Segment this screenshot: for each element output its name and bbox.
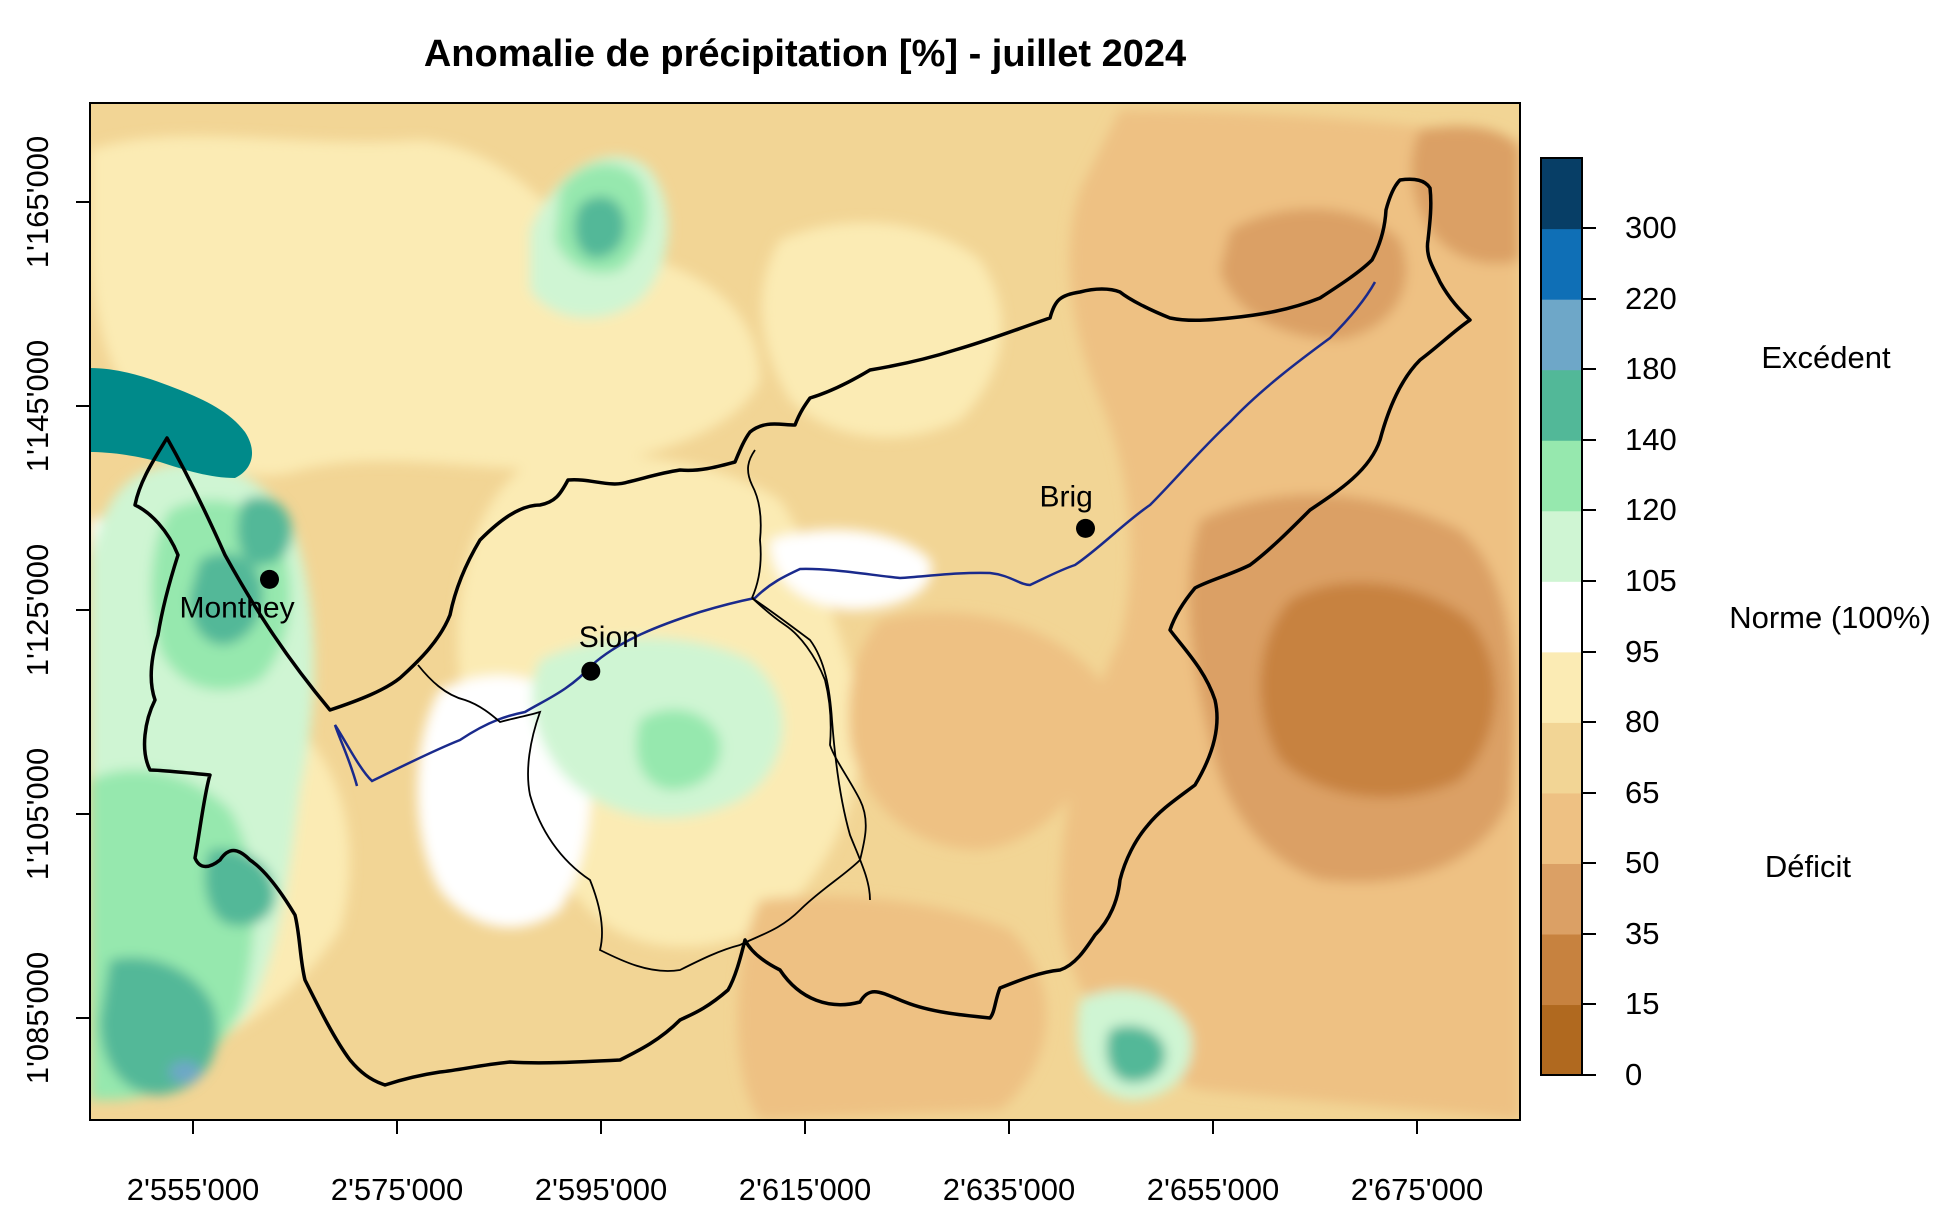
anomaly-field [90, 103, 1520, 1120]
y-axis [76, 201, 91, 1019]
y-tick-label: 1'165'000 [20, 136, 55, 269]
field-teal-south [1106, 1025, 1166, 1083]
city-label: Sion [579, 621, 639, 654]
field-white-river [770, 529, 932, 610]
colorbar-frame [1540, 157, 1583, 1076]
y-tick-labels: 1'085'000 1'105'000 1'125'000 1'145'000 … [20, 136, 55, 1085]
field-light-yellow-west [90, 136, 760, 476]
legend-deficit: Déficit [1765, 849, 1852, 884]
colorbar-label: 35 [1625, 916, 1659, 951]
colorbar-label: 300 [1625, 210, 1677, 245]
colorbar-swatch [1541, 651, 1582, 723]
field-brown-ne-corner [1411, 126, 1520, 264]
district-line-3 [751, 597, 871, 901]
rhone-river [333, 281, 1377, 787]
valais-border [133, 177, 1472, 1087]
colorbar: 0 15 35 50 65 80 95 105 120 140 180 220 … [1540, 157, 1677, 1092]
lake-geneva [90, 368, 253, 478]
city-sion: Sion [579, 621, 639, 681]
x-tick-label: 2'615'000 [739, 1172, 872, 1207]
x-tick-label: 2'595'000 [535, 1172, 668, 1207]
x-tick-label: 2'575'000 [331, 1172, 464, 1207]
city-marker [260, 569, 279, 589]
field-teal-monthey-north [237, 496, 292, 566]
colorbar-swatches [1541, 158, 1582, 1076]
x-tick-labels: 2'555'000 2'575'000 2'595'000 2'615'000 … [127, 1172, 1484, 1207]
colorbar-swatch [1541, 722, 1582, 794]
colorbar-swatch [1541, 581, 1582, 653]
colorbar-swatch [1541, 792, 1582, 864]
district-boundaries [417, 449, 871, 972]
colorbar-label: 220 [1625, 281, 1677, 316]
field-green-center [636, 709, 721, 790]
colorbar-swatch [1541, 228, 1582, 300]
y-tick-label: 1'085'000 [20, 952, 55, 1085]
district-line-2 [747, 449, 762, 599]
city-monthey: Monthey [180, 569, 295, 624]
colorbar-swatch [1541, 933, 1582, 1006]
city-brig: Brig [1040, 480, 1095, 538]
colorbar-label: 15 [1625, 986, 1659, 1021]
colorbar-swatch [1541, 510, 1582, 582]
field-brown-northeast [1220, 208, 1407, 340]
cities: Monthey Sion Brig [180, 480, 1095, 681]
colorbar-swatch [1541, 1004, 1582, 1076]
district-line-1 [417, 597, 867, 972]
colorbar-swatch [1541, 369, 1582, 441]
colorbar-label: 120 [1625, 492, 1677, 527]
city-marker [1076, 518, 1095, 538]
city-marker [581, 661, 601, 681]
legend-norm: Norme (100%) [1729, 600, 1931, 635]
colorbar-label: 0 [1625, 1057, 1642, 1092]
field-blue-spot [169, 1061, 201, 1083]
colorbar-label: 80 [1625, 704, 1659, 739]
field-teal-north [574, 196, 626, 259]
x-axis [192, 1119, 1418, 1134]
y-tick-label: 1'125'000 [20, 544, 55, 677]
colorbar-swatch [1541, 158, 1582, 230]
colorbar-swatch [1541, 299, 1582, 371]
colorbar-tick-marks [1582, 227, 1596, 1076]
field-tan-mid [848, 612, 1102, 850]
y-tick-label: 1'145'000 [20, 340, 55, 473]
legend-excess: Excédent [1761, 340, 1891, 375]
map-title: Anomalie de précipitation [%] - juillet … [424, 33, 1186, 75]
field-light-yellow-north [761, 222, 1002, 438]
city-label: Monthey [180, 591, 295, 624]
colorbar-swatch [1541, 863, 1582, 935]
colorbar-label: 65 [1625, 775, 1659, 810]
y-tick-label: 1'105'000 [20, 748, 55, 881]
colorbar-label: 180 [1625, 351, 1677, 386]
field-teal-sw [100, 957, 218, 1095]
field-darkbrown-east [1260, 582, 1496, 798]
colorbar-label: 95 [1625, 634, 1659, 669]
colorbar-swatch [1541, 440, 1582, 512]
field-teal-monthey [189, 553, 263, 645]
x-tick-label: 2'635'000 [943, 1172, 1076, 1207]
city-label: Brig [1040, 480, 1093, 513]
colorbar-labels: 0 15 35 50 65 80 95 105 120 140 180 220 … [1625, 210, 1677, 1092]
x-tick-label: 2'555'000 [127, 1172, 260, 1207]
colorbar-label: 50 [1625, 845, 1659, 880]
field-tan-south [737, 896, 1047, 1120]
x-tick-label: 2'675'000 [1351, 1172, 1484, 1207]
colorbar-label: 140 [1625, 422, 1677, 457]
x-tick-label: 2'655'000 [1147, 1172, 1280, 1207]
colorbar-label: 105 [1625, 563, 1677, 598]
